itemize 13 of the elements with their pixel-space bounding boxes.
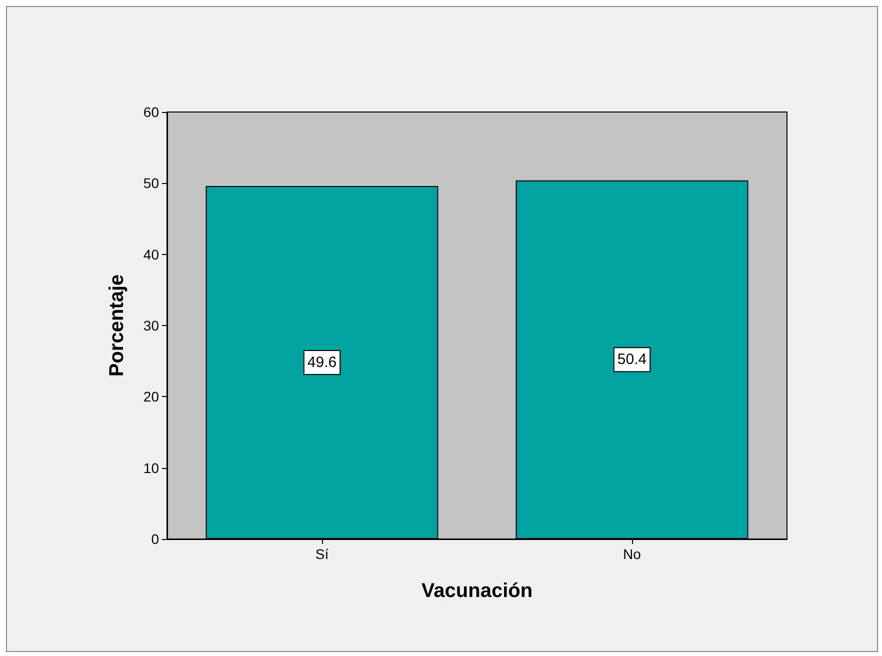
x-tick-label: No [623,546,642,562]
data-label: 50.4 [617,351,647,368]
y-tick-label: 50 [143,175,160,192]
y-tick-label: 0 [151,531,160,547]
x-axis-title: Vacunación [421,580,533,602]
y-tick-label: 20 [143,388,160,405]
y-tick-label: 40 [143,246,160,262]
data-label: 49.6 [307,354,337,372]
y-tick-label: 60 [143,104,160,120]
x-tick-label: Sí [315,546,329,562]
y-tick-label: 30 [143,318,160,334]
y-tick-label: 10 [143,460,160,476]
y-axis-title: Porcentaje [106,274,128,377]
